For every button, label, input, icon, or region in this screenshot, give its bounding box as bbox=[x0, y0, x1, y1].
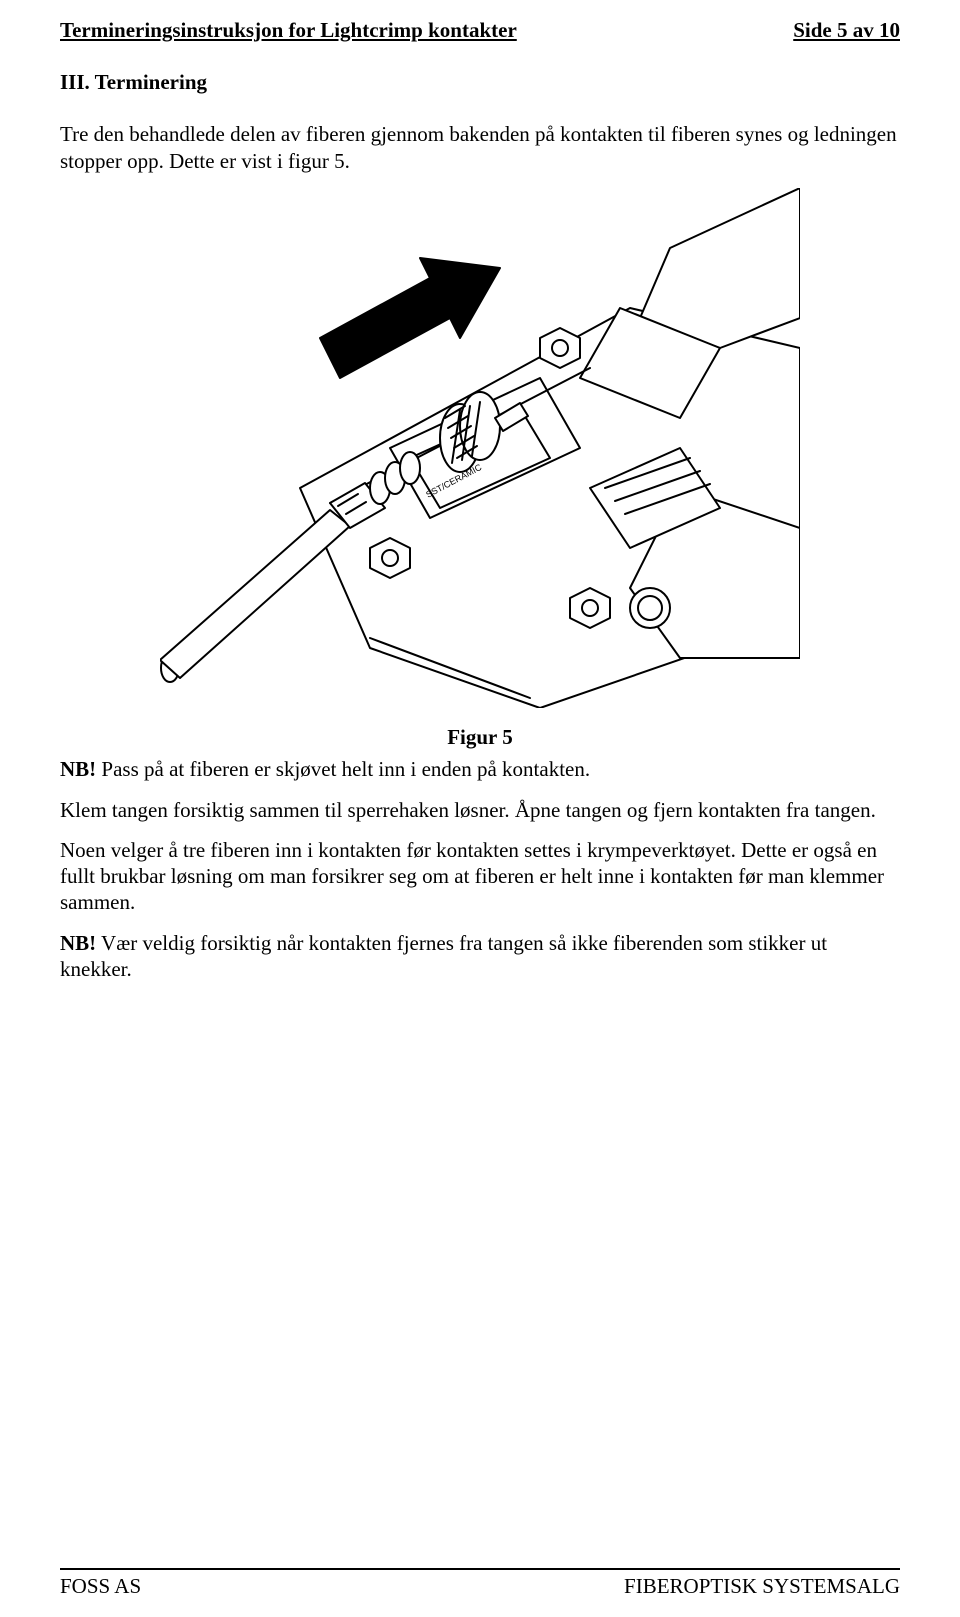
nb-2-text: Vær veldig forsiktig når kontakten fjern… bbox=[60, 931, 827, 981]
arrow-icon bbox=[320, 258, 500, 378]
nb-label: NB! bbox=[60, 931, 96, 955]
figure-block: SST/CERAMIC bbox=[60, 188, 900, 714]
nb-1: NB! Pass på at fiberen er skjøvet helt i… bbox=[60, 756, 900, 782]
footer-left: FOSS AS bbox=[60, 1574, 141, 1599]
hex-bolt-icon bbox=[570, 588, 610, 628]
body-content: III. Terminering Tre den behandlede dele… bbox=[60, 43, 900, 1568]
page-header: Termineringsinstruksjon for Lightcrimp k… bbox=[60, 18, 900, 43]
nb-2: NB! Vær veldig forsiktig når kontakten f… bbox=[60, 930, 900, 983]
paragraph-1: Tre den behandlede delen av fiberen gjen… bbox=[60, 121, 900, 174]
paragraph-2: Klem tangen forsiktig sammen til sperreh… bbox=[60, 797, 900, 823]
paragraph-3: Noen velger å tre fiberen inn i kontakte… bbox=[60, 837, 900, 916]
header-title-left: Termineringsinstruksjon for Lightcrimp k… bbox=[60, 18, 517, 43]
page-footer: FOSS AS FIBEROPTISK SYSTEMSALG bbox=[60, 1568, 900, 1599]
figure-5-svg: SST/CERAMIC bbox=[160, 188, 800, 708]
figure-caption: Figur 5 bbox=[60, 724, 900, 750]
page: Termineringsinstruksjon for Lightcrimp k… bbox=[0, 0, 960, 1617]
footer-right: FIBEROPTISK SYSTEMSALG bbox=[624, 1574, 900, 1599]
nb-1-text: Pass på at fiberen er skjøvet helt inn i… bbox=[96, 757, 590, 781]
section-heading: III. Terminering bbox=[60, 69, 900, 95]
hex-bolt-icon bbox=[370, 538, 410, 578]
nb-label: NB! bbox=[60, 757, 96, 781]
header-title-right: Side 5 av 10 bbox=[793, 18, 900, 43]
hex-bolt-icon bbox=[540, 328, 580, 368]
